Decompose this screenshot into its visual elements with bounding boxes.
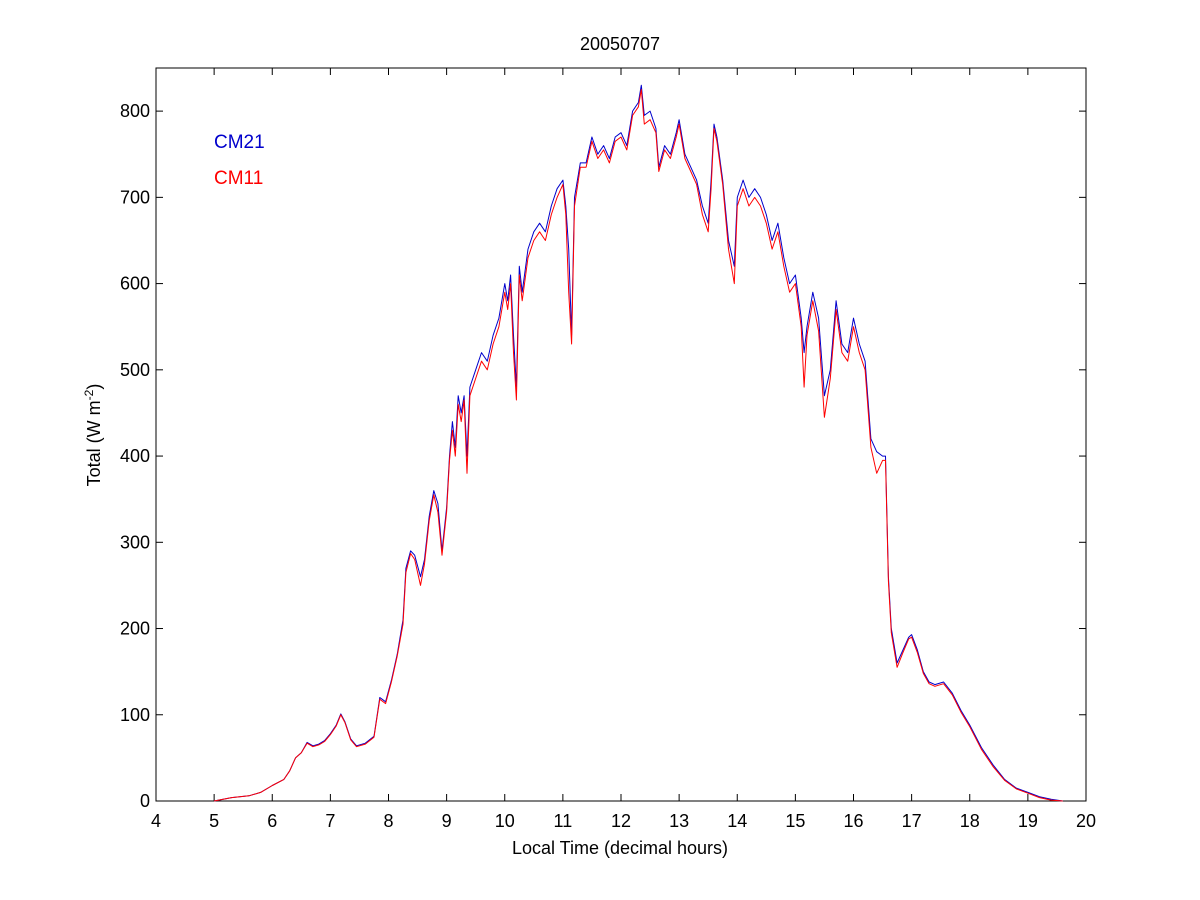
x-tick-label: 17 xyxy=(902,811,922,831)
x-tick-label: 12 xyxy=(611,811,631,831)
x-tick-label: 9 xyxy=(442,811,452,831)
x-tick-label: 13 xyxy=(669,811,689,831)
legend-entry-cm11: CM11 xyxy=(214,168,263,189)
y-tick-label: 700 xyxy=(120,187,150,207)
chart-title: 20050707 xyxy=(580,34,660,54)
series-line-cm11 xyxy=(214,89,1063,802)
y-tick-label: 600 xyxy=(120,274,150,294)
y-tick-label: 500 xyxy=(120,360,150,380)
x-tick-label: 7 xyxy=(325,811,335,831)
y-tick-label: 200 xyxy=(120,619,150,639)
x-axis-label: Local Time (decimal hours) xyxy=(512,838,728,858)
x-tick-label: 10 xyxy=(495,811,515,831)
y-tick-label: 300 xyxy=(120,532,150,552)
x-tick-label: 19 xyxy=(1018,811,1038,831)
y-axis-label-close: ) xyxy=(84,384,104,390)
legend-entry-cm21: CM21 xyxy=(214,132,265,153)
y-axis-label: Total (W m-2) xyxy=(82,384,104,487)
x-tick-label: 18 xyxy=(960,811,980,831)
series-lines xyxy=(214,84,1063,802)
x-tick-label: 6 xyxy=(267,811,277,831)
x-tick-label: 11 xyxy=(554,811,573,831)
x-tick-label: 5 xyxy=(209,811,219,831)
x-tick-label: 4 xyxy=(151,811,161,831)
y-axis-label-exponent: -2 xyxy=(82,389,96,400)
y-tick-label: 400 xyxy=(120,446,150,466)
series-line-cm21 xyxy=(214,84,1063,802)
plot-area xyxy=(155,67,1087,802)
x-tick-label: 15 xyxy=(785,811,805,831)
y-axis: 0 100 200 300 400 500 600 700 800 xyxy=(120,101,1086,811)
legend: CM21 CM11 xyxy=(214,132,265,189)
x-tick-label: 16 xyxy=(843,811,863,831)
y-tick-label: 0 xyxy=(140,791,150,811)
x-tick-label: 20 xyxy=(1076,811,1096,831)
x-tick-label: 8 xyxy=(383,811,393,831)
y-tick-label: 100 xyxy=(120,705,150,725)
x-tick-label: 14 xyxy=(727,811,747,831)
y-tick-label: 800 xyxy=(120,101,150,121)
y-axis-label-main: Total (W m xyxy=(84,400,104,486)
x-axis: 4 5 6 7 8 9 10 11 12 13 14 15 16 17 18 19 20 xyxy=(151,68,1096,831)
